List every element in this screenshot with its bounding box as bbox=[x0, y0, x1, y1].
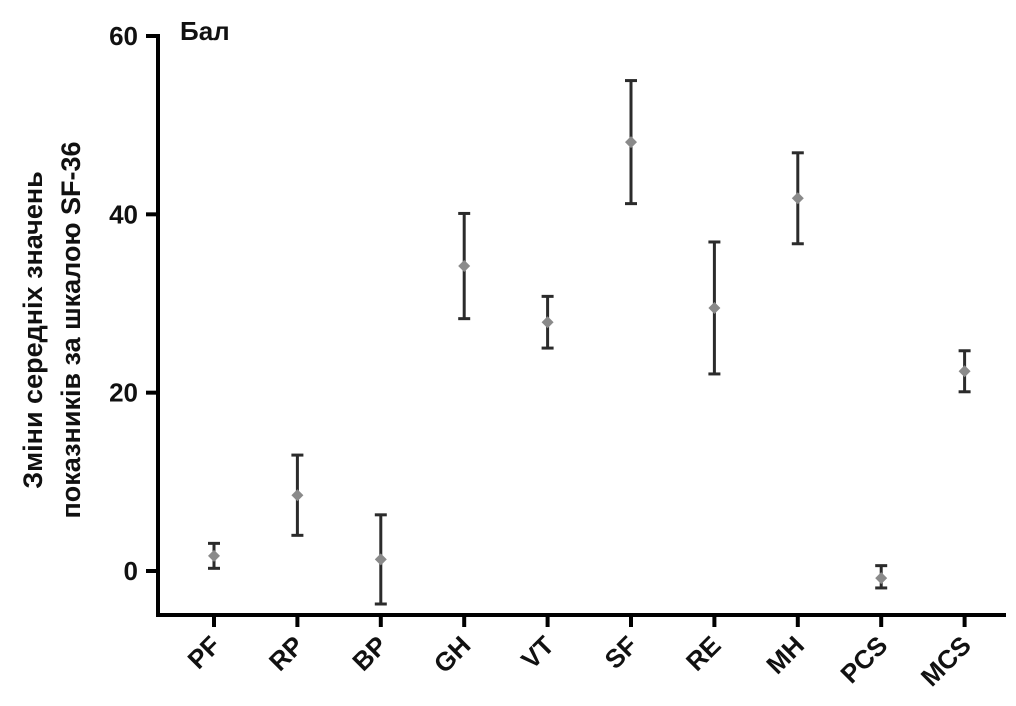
data-point-gh bbox=[458, 211, 471, 321]
x-tick-label: SF bbox=[599, 630, 644, 675]
x-tick-label: BP bbox=[346, 630, 393, 677]
data-marker bbox=[208, 549, 220, 562]
data-point-mh bbox=[791, 151, 804, 246]
x-tick-label: MCS bbox=[915, 630, 977, 692]
data-point-pf bbox=[208, 541, 220, 570]
data-point-bp bbox=[374, 513, 387, 606]
y-axis-title-line2: показників за шкалою SF-36 bbox=[56, 141, 86, 518]
data-marker bbox=[291, 489, 304, 502]
data-marker bbox=[708, 301, 721, 314]
data-marker bbox=[541, 316, 554, 329]
x-tick-label: PF bbox=[182, 630, 227, 675]
data-marker bbox=[458, 260, 471, 273]
unit-label: Бал bbox=[180, 16, 230, 46]
y-tick-label: 40 bbox=[109, 199, 138, 229]
x-tick-label: RE bbox=[680, 630, 727, 677]
data-point-re bbox=[708, 240, 721, 376]
x-tick-label: GH bbox=[428, 630, 477, 679]
x-tick-label: PCS bbox=[834, 630, 893, 689]
x-tick-label: MH bbox=[760, 630, 810, 680]
data-marker bbox=[875, 572, 888, 585]
data-point-mcs bbox=[958, 349, 971, 394]
x-tick-label: VT bbox=[515, 630, 560, 675]
x-ticks: PF RP BP GH VT SF RE MH PCS MCS bbox=[182, 615, 977, 692]
y-ticks: 0 20 40 60 bbox=[109, 21, 158, 586]
data-point-pcs bbox=[875, 564, 888, 590]
data-marker bbox=[374, 553, 387, 566]
y-tick-label: 60 bbox=[109, 21, 138, 51]
data-point-vt bbox=[541, 294, 554, 350]
data-point-sf bbox=[625, 79, 637, 206]
y-tick-label: 0 bbox=[124, 556, 138, 586]
data-point-rp bbox=[291, 453, 304, 537]
data-marks bbox=[208, 79, 971, 606]
data-marker bbox=[958, 365, 971, 378]
data-marker bbox=[791, 192, 804, 205]
data-marker bbox=[625, 136, 637, 149]
x-tick-label: RP bbox=[263, 630, 310, 677]
y-tick-label: 20 bbox=[109, 378, 138, 408]
y-axis-title-line1: Зміни середніх значень bbox=[18, 171, 48, 488]
